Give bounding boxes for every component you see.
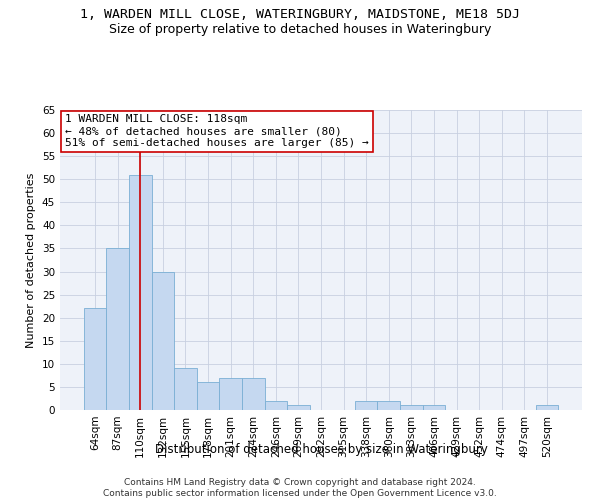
Text: Contains HM Land Registry data © Crown copyright and database right 2024.
Contai: Contains HM Land Registry data © Crown c… <box>103 478 497 498</box>
Bar <box>377 401 400 410</box>
Bar <box>400 406 422 410</box>
Bar <box>174 368 197 410</box>
Bar <box>106 248 129 410</box>
Bar <box>355 401 377 410</box>
Bar <box>422 406 445 410</box>
Bar <box>242 378 265 410</box>
Text: 1 WARDEN MILL CLOSE: 118sqm
← 48% of detached houses are smaller (80)
51% of sem: 1 WARDEN MILL CLOSE: 118sqm ← 48% of det… <box>65 114 369 148</box>
Bar <box>197 382 220 410</box>
Y-axis label: Number of detached properties: Number of detached properties <box>26 172 37 348</box>
Bar <box>84 308 106 410</box>
Text: 1, WARDEN MILL CLOSE, WATERINGBURY, MAIDSTONE, ME18 5DJ: 1, WARDEN MILL CLOSE, WATERINGBURY, MAID… <box>80 8 520 20</box>
Text: Size of property relative to detached houses in Wateringbury: Size of property relative to detached ho… <box>109 22 491 36</box>
Text: Distribution of detached houses by size in Wateringbury: Distribution of detached houses by size … <box>155 442 487 456</box>
Bar <box>287 406 310 410</box>
Bar <box>152 272 174 410</box>
Bar <box>220 378 242 410</box>
Bar <box>129 174 152 410</box>
Bar <box>265 401 287 410</box>
Bar <box>536 406 558 410</box>
